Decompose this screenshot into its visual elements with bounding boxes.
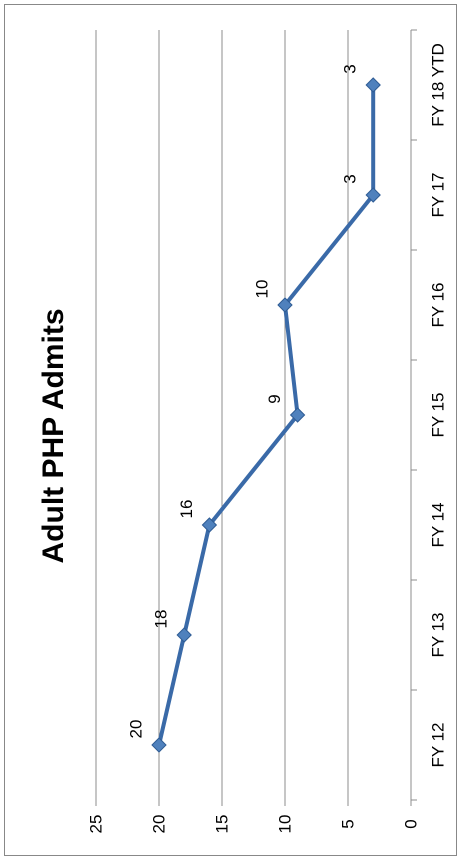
labels: 0 5 10 15 20 25 FY 12 FY 13 FY 14 FY 15 FY 16 FY 17… [86,43,447,833]
x-tick-label: FY 18 YTD [428,43,447,126]
y-tick-label: 10 [275,815,294,834]
data-point-fy-17 [365,187,381,203]
x-tick-label: FY 12 [428,722,447,767]
y-tick-label: 20 [149,815,168,834]
x-tick-label: FY 15 [428,392,447,437]
data-label: 20 [126,720,145,739]
data-label: 16 [177,500,196,519]
data-point-fy-15 [289,407,306,423]
line-chart: 0 5 10 15 20 25 FY 12 FY 13 FY 14 FY 15 FY 16 FY 17… [37,29,447,833]
data-label: 3 [341,174,360,183]
y-tick-label: 0 [401,819,420,828]
x-tick-label: FY 14 [428,502,447,547]
data-point-fy-16 [277,297,293,313]
x-tick-label: FY 13 [428,612,447,657]
x-tick-label: FY 16 [428,282,447,327]
data-point-fy-13 [176,627,192,643]
data-point-fy-12 [151,737,167,753]
data-label: 18 [152,610,171,629]
data-point-fy-18-ytd [365,77,381,93]
y-tick-label: 15 [212,815,231,834]
data-point-fy-14 [201,517,218,533]
series-adult-php-admits [151,77,381,753]
gridlines [95,30,349,800]
data-label: 3 [341,64,360,73]
data-label: 9 [265,394,284,403]
chart-title: Adult PHP Admits [37,308,70,563]
y-tick-label: 5 [338,819,357,828]
chart-frame: 0 5 10 15 20 25 FY 12 FY 13 FY 14 FY 15 FY 16 FY 17… [4,4,457,856]
axes [95,29,417,806]
y-tick-label: 25 [86,815,105,834]
data-label: 10 [252,280,271,299]
x-tick-label: FY 17 [428,172,447,217]
